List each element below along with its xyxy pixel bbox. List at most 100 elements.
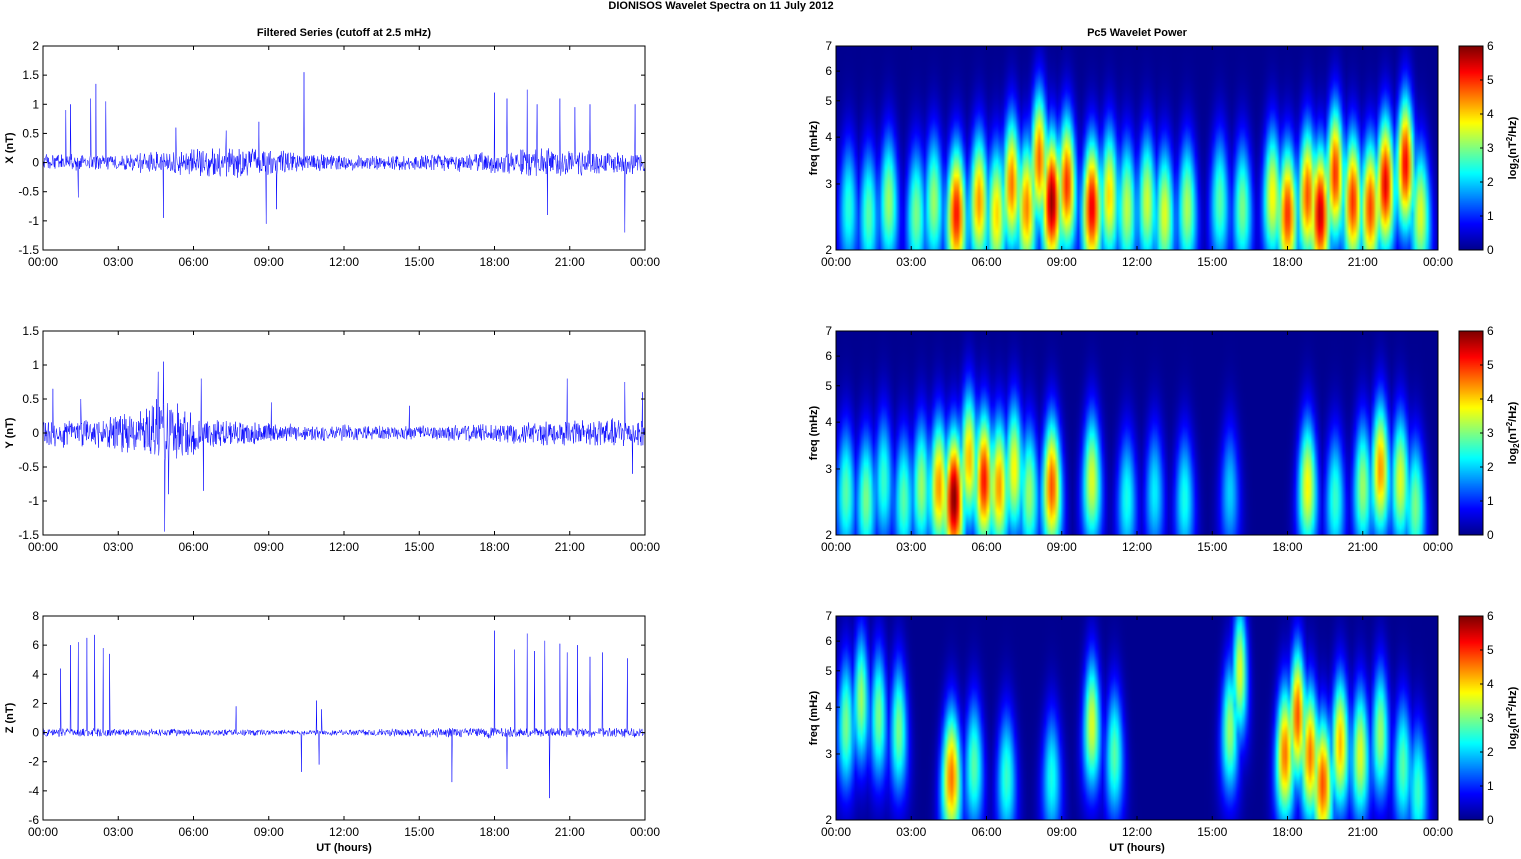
x-tick-label: 03:00 [103, 255, 133, 269]
y-tick-label: 1.5 [22, 68, 39, 82]
colorbar-tick-label: 5 [1487, 643, 1494, 657]
line-panel: -1.5 -1 -0.5 0 0.5 1 1.5 2 X (nT) 00:00 03:00 06:00… [4, 39, 660, 269]
colorbar-tick-label: 5 [1487, 73, 1494, 87]
line-panel: -1.5 -1 -0.5 0 0.5 1 1.5 Y (nT) 00:00 03:00 06:00 0… [4, 324, 660, 554]
x-tick-label: 00:00 [821, 540, 851, 554]
colorbar-tick-label: 0 [1487, 813, 1494, 827]
y-tick-label: 2 [825, 813, 832, 827]
y-tick-label: -0.5 [18, 185, 39, 199]
colorbar-tick-label: 4 [1487, 392, 1494, 406]
x-tick-label: 15:00 [404, 825, 434, 839]
x-tick-label: 09:00 [254, 825, 284, 839]
y-tick-label: -1 [28, 494, 39, 508]
x-tick-label: 03:00 [103, 825, 133, 839]
y-axis-label: freq (mHz) [808, 690, 820, 745]
wavelet-power-map [836, 616, 1438, 820]
y-tick-label: 6 [825, 64, 832, 78]
series-line [42, 630, 646, 799]
x-tick-label: 09:00 [1047, 540, 1077, 554]
x-tick-label: 12:00 [1122, 255, 1152, 269]
y-tick-label: 4 [825, 415, 832, 429]
y-tick-label: -1 [28, 214, 39, 228]
x-tick-label: 06:00 [971, 540, 1001, 554]
y-tick-label: 5 [825, 664, 832, 678]
x-tick-label: 18:00 [479, 255, 509, 269]
y-tick-label: -0.5 [18, 460, 39, 474]
x-tick-label: 09:00 [254, 540, 284, 554]
x-tick-label: 03:00 [896, 255, 926, 269]
colorbar-tick-label: 3 [1487, 141, 1494, 155]
y-tick-label: -4 [28, 784, 39, 798]
figure-title: DIONISOS Wavelet Spectra on 11 July 2012 [608, 0, 833, 12]
x-tick-label: 00:00 [28, 540, 58, 554]
y-tick-label: 6 [32, 638, 39, 652]
colorbar-tick-label: 0 [1487, 243, 1494, 257]
y-tick-label: 2 [825, 243, 832, 257]
y-tick-label: 1 [32, 97, 39, 111]
panels: -1.5 -1 -0.5 0 0.5 1 1.5 2 X (nT) 00:00 03:00 06:00… [4, 39, 1521, 854]
x-tick-label: 18:00 [1272, 540, 1302, 554]
colorbar-tick-label: 0 [1487, 528, 1494, 542]
heatmap-panel: 2 3 4 5 6 7 freq (mHz) 00:00 03:00 06:00 09:00 12:0… [808, 39, 1521, 269]
x-tick-label: 18:00 [479, 825, 509, 839]
y-tick-label: 4 [32, 667, 39, 681]
y-tick-label: -6 [28, 813, 39, 827]
colorbar-tick-label: 5 [1487, 358, 1494, 372]
y-tick-label: 0 [32, 426, 39, 440]
y-tick-label: 1.5 [22, 324, 39, 338]
colorbar-tick-label: 6 [1487, 39, 1494, 53]
wavelet-power-map [836, 46, 1438, 250]
plot-area [43, 46, 645, 250]
x-tick-label: 00:00 [630, 255, 660, 269]
y-tick-label: 6 [825, 349, 832, 363]
right-column-title: Pc5 Wavelet Power [1087, 27, 1188, 39]
y-tick-label: 0.5 [22, 126, 39, 140]
x-tick-label: 00:00 [821, 255, 851, 269]
x-tick-label: 15:00 [1197, 255, 1227, 269]
x-tick-label: 09:00 [254, 255, 284, 269]
colorbar-label: log2(nT2/Hz) [1505, 401, 1521, 464]
x-tick-label: 12:00 [329, 825, 359, 839]
colorbar-label: log2(nT2/Hz) [1505, 116, 1521, 179]
colorbar-tick-label: 2 [1487, 460, 1494, 474]
x-tick-label: 09:00 [1047, 825, 1077, 839]
y-tick-label: -1.5 [18, 528, 39, 542]
colorbar-tick-label: 3 [1487, 426, 1494, 440]
y-tick-label: 4 [825, 700, 832, 714]
x-tick-label: 21:00 [1348, 540, 1378, 554]
y-tick-label: 0 [32, 156, 39, 170]
wavelet-power-map [836, 331, 1438, 535]
x-tick-label: 18:00 [1272, 825, 1302, 839]
x-tick-label: 15:00 [404, 255, 434, 269]
left-column-title: Filtered Series (cutoff at 2.5 mHz) [257, 27, 432, 39]
y-tick-label: 6 [825, 634, 832, 648]
colorbar-tick-label: 1 [1487, 779, 1494, 793]
colorbar-tick-label: 2 [1487, 175, 1494, 189]
y-axis-label: freq (mHz) [808, 120, 820, 175]
x-tick-label: 03:00 [896, 540, 926, 554]
x-tick-label: 00:00 [821, 825, 851, 839]
y-tick-label: 2 [32, 696, 39, 710]
x-tick-label: 12:00 [329, 255, 359, 269]
x-tick-label: 21:00 [1348, 825, 1378, 839]
colorbar-tick-label: 6 [1487, 324, 1494, 338]
x-tick-label: 12:00 [329, 540, 359, 554]
x-tick-label: 21:00 [1348, 255, 1378, 269]
x-tick-label: 00:00 [28, 255, 58, 269]
colorbar-tick-label: 1 [1487, 494, 1494, 508]
y-tick-label: 3 [825, 462, 832, 476]
colorbar-tick-label: 6 [1487, 609, 1494, 623]
y-tick-label: 2 [32, 39, 39, 53]
colorbar-tick-label: 1 [1487, 209, 1494, 223]
x-tick-label: 00:00 [630, 825, 660, 839]
y-tick-label: 7 [825, 609, 832, 623]
colorbar [1459, 616, 1483, 820]
colorbar-tick-label: 4 [1487, 677, 1494, 691]
y-tick-label: -2 [28, 755, 39, 769]
x-tick-label: 03:00 [103, 540, 133, 554]
x-tick-label: 21:00 [555, 255, 585, 269]
y-axis-label: Y (nT) [4, 417, 16, 448]
x-tick-label: 00:00 [1423, 825, 1453, 839]
x-tick-label: 00:00 [1423, 255, 1453, 269]
y-tick-label: 8 [32, 609, 39, 623]
